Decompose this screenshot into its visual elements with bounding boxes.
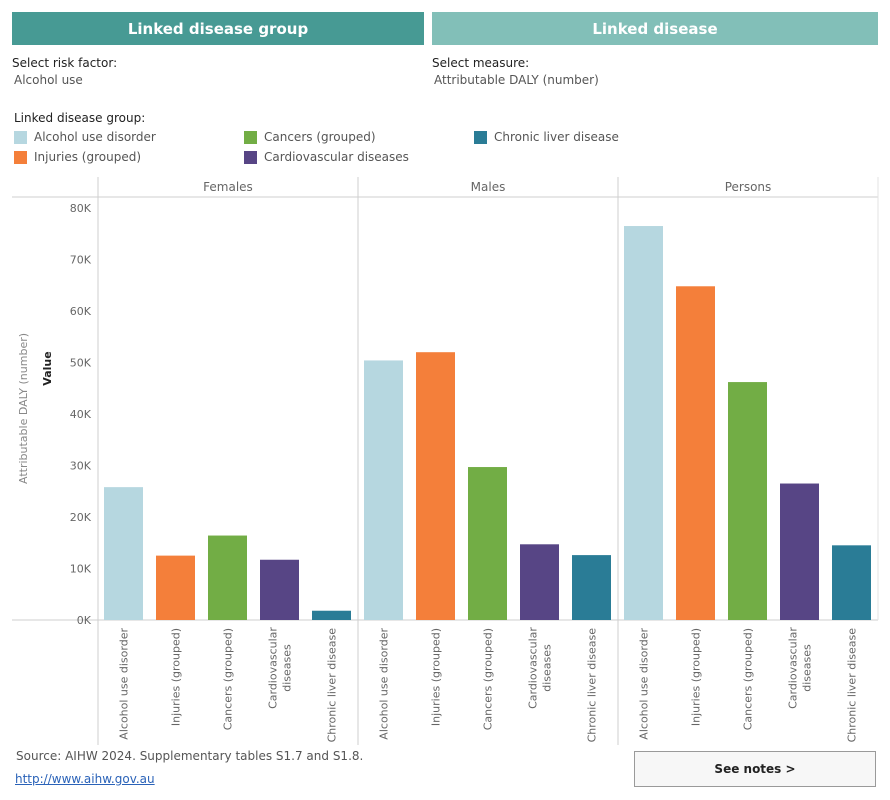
aihw-link[interactable]: http://www.aihw.gov.au — [15, 772, 155, 786]
legend-item-cancers[interactable]: Cancers (grouped) — [244, 129, 376, 145]
bar-females-2 — [208, 535, 247, 620]
legend-item-chronic-liver-disease[interactable]: Chronic liver disease — [474, 129, 619, 145]
panel-header-persons: Persons — [725, 180, 772, 194]
x-tick-label: Cancers (grouped) — [482, 628, 495, 730]
risk-factor-select[interactable]: Alcohol use — [14, 73, 83, 87]
x-tick-label: Cancers (grouped) — [222, 628, 235, 730]
y-tick-label: 40K — [70, 408, 92, 421]
x-tick-label: Injuries (grouped) — [430, 628, 443, 726]
bar-males-3 — [520, 544, 559, 620]
x-tick-label: Injuries (grouped) — [170, 628, 183, 726]
bar-females-4 — [312, 610, 351, 620]
legend-label: Cardiovascular diseases — [264, 150, 409, 164]
x-tick-label: Chronic liver disease — [326, 628, 339, 743]
bar-persons-2 — [728, 382, 767, 620]
x-tick-label: Injuries (grouped) — [690, 628, 703, 726]
bar-females-3 — [260, 559, 299, 620]
legend-swatch — [244, 130, 257, 144]
y-tick-label: 30K — [70, 460, 92, 473]
bar-persons-3 — [780, 483, 819, 620]
bar-persons-4 — [832, 545, 871, 620]
legend-item-cardiovascular-diseases[interactable]: Cardiovascular diseases — [244, 149, 409, 165]
y-tick-label: 70K — [70, 254, 92, 267]
bar-males-0 — [364, 360, 403, 620]
legend-title: Linked disease group: — [14, 111, 146, 125]
bar-males-4 — [572, 555, 611, 620]
panel-header-females: Females — [203, 180, 253, 194]
legend-label: Chronic liver disease — [494, 130, 619, 144]
legend-swatch — [14, 130, 27, 144]
y-tick-label: 10K — [70, 563, 92, 576]
x-tick-label: Cardiovascular — [267, 627, 280, 709]
x-tick-label: diseases — [541, 644, 554, 692]
see-notes-button[interactable]: See notes > — [634, 751, 876, 787]
x-tick-label: Alcohol use disorder — [378, 628, 391, 740]
x-tick-label: Alcohol use disorder — [638, 628, 651, 740]
x-tick-label: Cancers (grouped) — [742, 628, 755, 730]
source-note: Source: AIHW 2024. Supplementary tables … — [16, 749, 364, 763]
tab-linked-disease-group[interactable]: Linked disease group — [12, 12, 424, 45]
legend-item-injuries[interactable]: Injuries (grouped) — [14, 149, 141, 165]
measure-label: Select measure: — [432, 56, 530, 70]
y-tick-label: 80K — [70, 202, 92, 215]
legend-label: Injuries (grouped) — [34, 150, 142, 164]
legend-item-alcohol-use-disorder[interactable]: Alcohol use disorder — [14, 129, 156, 145]
risk-factor-label: Select risk factor: — [12, 56, 118, 70]
bar-persons-1 — [676, 286, 715, 620]
y-tick-label: 0K — [77, 614, 92, 627]
legend-swatch — [474, 130, 487, 144]
y-axis-title: Attributable DALY (number) — [17, 333, 30, 484]
measure-select[interactable]: Attributable DALY (number) — [434, 73, 599, 87]
y-axis-subtitle: Value — [41, 351, 54, 385]
legend-label: Cancers (grouped) — [264, 130, 376, 144]
legend-swatch — [244, 150, 257, 164]
y-tick-label: 20K — [70, 511, 92, 524]
legend-swatch — [14, 150, 27, 164]
panel-header-males: Males — [471, 180, 506, 194]
x-tick-label: Alcohol use disorder — [118, 628, 131, 740]
bar-chart: Females Males Persons 0K 10K 20K 30K 40K 50K 60K 7… — [12, 177, 879, 745]
x-tick-label: Chronic liver disease — [586, 628, 599, 743]
x-tick-label: Cardiovascular — [787, 627, 800, 709]
y-tick-label: 60K — [70, 305, 92, 318]
x-tick-label: diseases — [801, 644, 814, 692]
bar-females-1 — [156, 555, 195, 620]
bar-males-2 — [468, 467, 507, 620]
x-tick-label: Cardiovascular — [527, 627, 540, 709]
x-tick-label: Chronic liver disease — [846, 628, 859, 743]
x-tick-label: diseases — [281, 644, 294, 692]
tab-linked-disease[interactable]: Linked disease — [432, 12, 878, 45]
bar-males-1 — [416, 352, 455, 620]
legend-label: Alcohol use disorder — [34, 130, 156, 144]
bar-females-0 — [104, 487, 143, 620]
y-tick-label: 50K — [70, 357, 92, 370]
bar-persons-0 — [624, 226, 663, 620]
